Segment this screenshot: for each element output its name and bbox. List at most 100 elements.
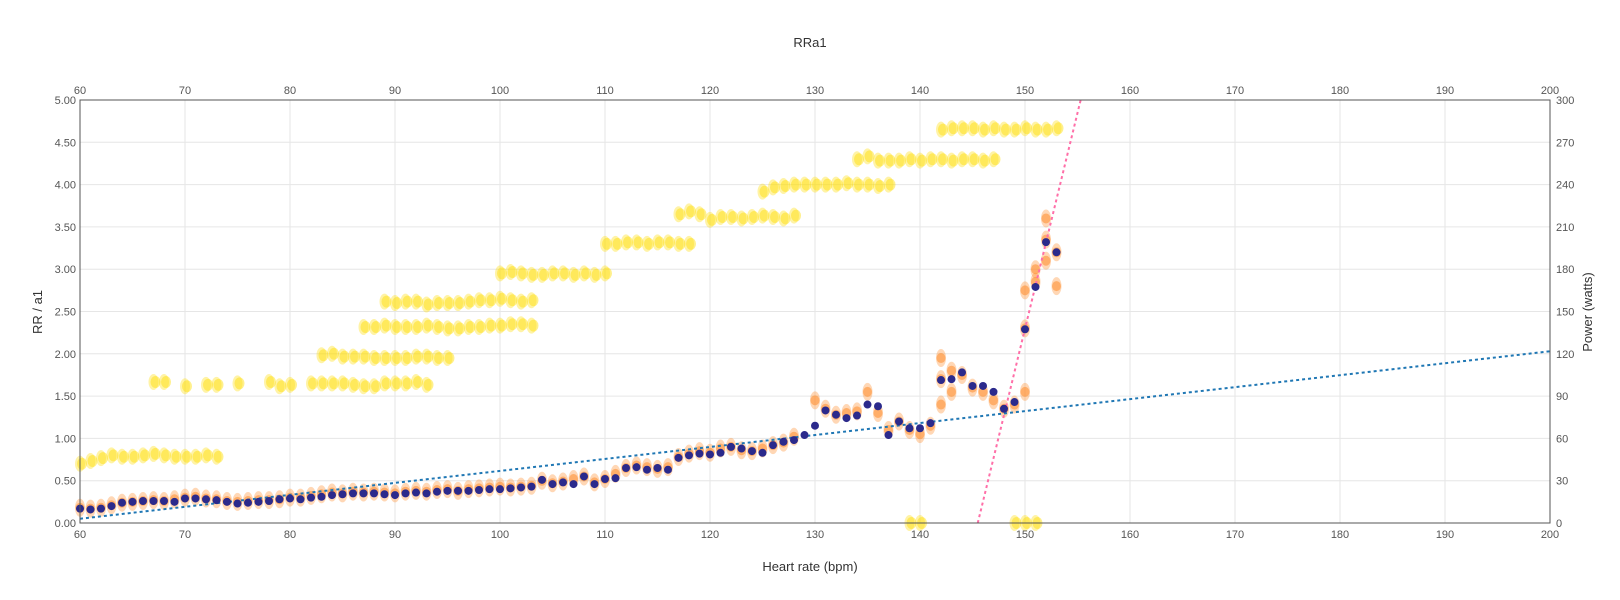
a1-point [989, 395, 998, 406]
power-point [350, 378, 360, 391]
x-tick-label: 90 [389, 529, 401, 541]
y2-tick-label: 240 [1556, 180, 1574, 192]
plot-frame [79, 99, 1551, 524]
y-tick-label: 0.00 [55, 518, 76, 530]
a1-point [863, 386, 872, 397]
power-point [558, 265, 568, 282]
power-point [381, 295, 392, 308]
x-tick-label: 100 [491, 529, 509, 541]
y-tick-label: 3.00 [55, 264, 76, 276]
power-point [738, 212, 749, 225]
a1-mean-point [842, 414, 851, 423]
a1-mean-point [202, 495, 210, 504]
a1-mean-point [916, 424, 924, 433]
power-point [169, 448, 180, 465]
x-tick-label: 200 [1541, 529, 1559, 541]
a1-mean-point [485, 485, 494, 494]
power-point [883, 152, 894, 169]
power-point [182, 450, 192, 463]
power-point [150, 447, 161, 460]
power-point [507, 294, 518, 307]
a1-mean-point [191, 494, 200, 503]
power-point [539, 268, 549, 281]
power-point [894, 152, 904, 169]
power-point [990, 153, 1001, 166]
power-point [402, 352, 413, 365]
power-point [673, 206, 684, 223]
power-point [127, 448, 138, 465]
power-point [843, 177, 854, 190]
power-point [579, 265, 589, 282]
power-point [474, 292, 484, 309]
a1-point [978, 386, 988, 397]
power-point [610, 235, 621, 252]
power-trend-line [976, 99, 1082, 524]
power-point [150, 376, 161, 388]
power-point [379, 375, 390, 392]
a1-mean-point [1010, 398, 1019, 407]
a1-point [915, 429, 925, 440]
power-point [969, 122, 980, 135]
power-point [140, 449, 150, 462]
power-point [96, 450, 106, 467]
power-point [213, 450, 224, 463]
y-tick-label: 5.00 [55, 95, 76, 107]
power-point [518, 295, 528, 308]
a1-mean-point [118, 498, 126, 507]
power-point [434, 321, 444, 334]
a1-mean-point [475, 486, 483, 495]
power-point [360, 321, 371, 334]
a1-mean-point [506, 484, 515, 493]
power-point [392, 321, 402, 334]
y2-tick-label: 300 [1556, 95, 1574, 107]
x-top-tick-label: 120 [701, 85, 719, 97]
power-point [411, 293, 421, 310]
power-point [201, 447, 211, 464]
power-point [988, 151, 999, 168]
power-point [85, 452, 96, 469]
power-point [505, 316, 516, 333]
a1-mean-point [926, 419, 935, 428]
power-point [694, 206, 705, 223]
power-point [644, 237, 654, 250]
tick-labels: 60 70 80 90 100 110 120 130 140 150 160 170 180 190 20… [55, 85, 1575, 541]
y2-tick-label: 210 [1556, 222, 1574, 234]
power-point [518, 318, 528, 331]
a1-mean-point [853, 411, 861, 420]
power-point [495, 290, 505, 307]
power-point [759, 209, 770, 222]
power-point [463, 293, 474, 310]
trend-lines [79, 99, 1551, 524]
power-point [780, 180, 791, 193]
power-point [211, 376, 222, 393]
power-point [526, 266, 537, 283]
power-point [497, 267, 507, 280]
a1-mean-point [769, 441, 777, 450]
power-point [749, 211, 759, 224]
power-point [799, 176, 810, 193]
power-point [631, 234, 642, 251]
a1-mean-point [265, 497, 273, 506]
power-point [896, 154, 906, 167]
y2-tick-label: 0 [1556, 518, 1562, 530]
power-point [770, 211, 780, 224]
power-point [369, 378, 379, 395]
power-point [791, 178, 801, 191]
a1-point [1052, 281, 1061, 292]
power-point [612, 237, 623, 250]
power-point [875, 180, 885, 193]
power-point [820, 176, 831, 193]
y-tick-label: 1.50 [55, 391, 76, 403]
y-tick-label: 0.50 [55, 476, 76, 488]
power-point [390, 375, 400, 392]
power-point [862, 176, 873, 193]
power-point [999, 121, 1009, 138]
power-point [348, 376, 358, 393]
a1-mean-point [422, 489, 431, 498]
power-point [327, 345, 337, 362]
power-point [211, 448, 222, 465]
power-point [747, 209, 757, 226]
a1-mean-point [139, 497, 147, 506]
x-top-tick-label: 170 [1226, 85, 1244, 97]
